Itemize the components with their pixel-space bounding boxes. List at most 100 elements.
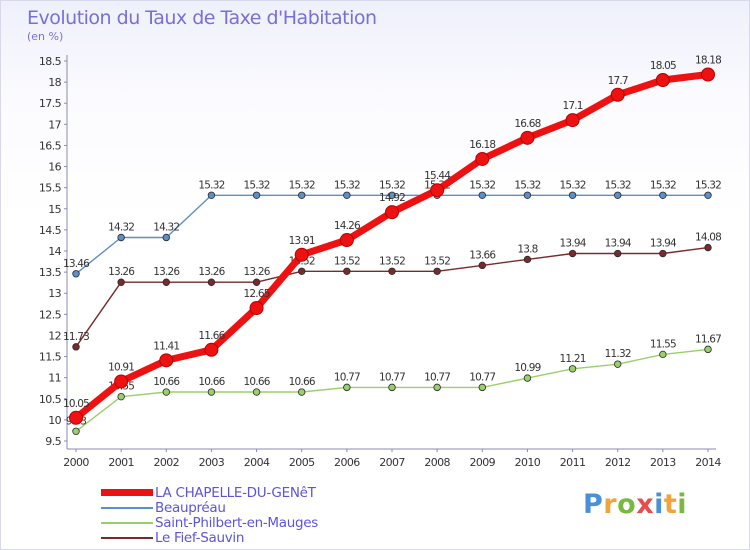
data-point	[207, 191, 216, 199]
data-point	[298, 388, 306, 396]
x-tick-label: 2014	[695, 456, 721, 469]
legend-label: Saint-Philbert-en-Mauges	[155, 514, 319, 531]
data-point	[433, 267, 441, 275]
legend-label: Beaupréau	[155, 499, 226, 516]
data-label: 13.94	[605, 238, 632, 250]
legend-item: Beaupréau	[101, 499, 318, 516]
data-point	[207, 388, 216, 396]
x-tick-label: 2002	[153, 456, 179, 469]
data-point	[430, 183, 445, 198]
data-label: 15.32	[695, 179, 721, 191]
data-label: 13.52	[334, 255, 360, 267]
data-point	[568, 365, 577, 373]
data-point	[704, 345, 712, 354]
data-label: 15.32	[379, 179, 405, 191]
data-point	[114, 374, 129, 389]
data-label: 18.05	[650, 60, 676, 72]
data-label: 15.32	[289, 179, 315, 191]
y-tick-label: 10.5	[39, 393, 62, 406]
x-tick-label: 2013	[650, 456, 676, 469]
series-le-fief-sauvin: 11.73 13.26 13.26 13.26 13.26 13.52 13.52 13.52…	[63, 232, 722, 351]
data-label: 13.26	[153, 266, 180, 278]
data-label: 14.08	[695, 232, 721, 244]
data-point	[252, 388, 261, 396]
data-point	[159, 353, 174, 368]
y-tick-label: 14.5	[39, 224, 62, 237]
data-point	[72, 343, 80, 351]
data-label: 11.66	[198, 330, 225, 342]
data-label: 10.05	[63, 398, 89, 410]
legend-swatch	[101, 489, 153, 496]
data-point	[252, 278, 261, 286]
y-tick-label: 12.5	[39, 308, 62, 321]
x-tick-label: 2010	[515, 456, 541, 469]
legend-item: Saint-Philbert-en-Mauges	[101, 514, 319, 531]
logo-letter: i	[677, 489, 688, 520]
data-label: 13.91	[289, 235, 315, 247]
data-label: 14.32	[153, 221, 179, 233]
data-label: 16.18	[469, 139, 495, 151]
series-la-chapelle-du-gen-t: 10.05 10.91 11.41 11.66 12.65 13.91 14.26 14.92…	[63, 55, 722, 425]
logo-letter: o	[617, 489, 637, 520]
data-point	[117, 392, 125, 401]
data-label: 14.92	[379, 192, 405, 204]
x-tick-label: 2001	[108, 456, 134, 469]
data-point	[388, 383, 396, 392]
data-point	[117, 278, 125, 286]
logo-letter: r	[603, 489, 618, 520]
x-tick-label: 2003	[199, 456, 225, 469]
data-point	[565, 113, 580, 128]
data-label: 15.32	[198, 179, 224, 191]
logo-letter: P	[583, 489, 604, 520]
legend-label: Le Fief-Sauvin	[155, 529, 245, 546]
y-tick-label: 11	[48, 372, 61, 385]
data-point	[388, 267, 396, 275]
data-point	[614, 249, 622, 258]
data-label: 11.55	[650, 338, 676, 350]
data-point	[610, 87, 625, 102]
data-label: 17.1	[562, 100, 582, 112]
data-point	[478, 191, 486, 199]
logo-letter: x	[636, 489, 655, 520]
y-tick-label: 13.5	[39, 266, 62, 279]
y-tick-label: 18.5	[39, 55, 62, 68]
data-point	[704, 243, 712, 252]
data-label: 15.32	[560, 179, 586, 191]
legend-swatch	[101, 521, 153, 524]
data-label: 13.26	[108, 266, 135, 278]
y-tick-label: 12	[48, 329, 61, 342]
proxiti-logo: Proxiti	[583, 489, 687, 520]
data-point	[701, 67, 715, 82]
data-point	[252, 191, 261, 199]
data-label: 14.32	[108, 221, 134, 233]
series-beaupr-au: 13.46 14.32 14.32 15.32 15.32 15.32 15.32 15.32…	[63, 179, 722, 278]
data-point	[523, 191, 532, 199]
data-label: 13.52	[424, 255, 450, 267]
data-point	[339, 233, 354, 248]
data-point	[475, 151, 490, 166]
data-point	[298, 191, 306, 199]
data-label: 11.41	[153, 340, 179, 352]
data-point	[207, 278, 216, 286]
x-tick-label: 2004	[244, 456, 270, 469]
data-label: 14.26	[334, 220, 361, 232]
data-label: 13.26	[244, 266, 271, 278]
data-label: 11.73	[63, 331, 89, 343]
data-point	[568, 249, 577, 258]
data-point	[704, 191, 712, 199]
data-label: 10.77	[424, 371, 450, 383]
data-point	[520, 130, 535, 145]
data-point	[388, 191, 396, 199]
data-point	[162, 388, 170, 396]
y-tick-label: 15	[48, 203, 61, 216]
logo-letter: t	[663, 489, 678, 520]
data-label: 18.18	[695, 55, 721, 67]
x-tick-label: 2005	[289, 456, 315, 469]
data-label: 15.32	[469, 179, 495, 191]
data-label: 15.32	[334, 179, 360, 191]
data-point	[655, 73, 670, 87]
data-point	[478, 383, 486, 392]
y-tick-label: 17.5	[39, 97, 62, 110]
